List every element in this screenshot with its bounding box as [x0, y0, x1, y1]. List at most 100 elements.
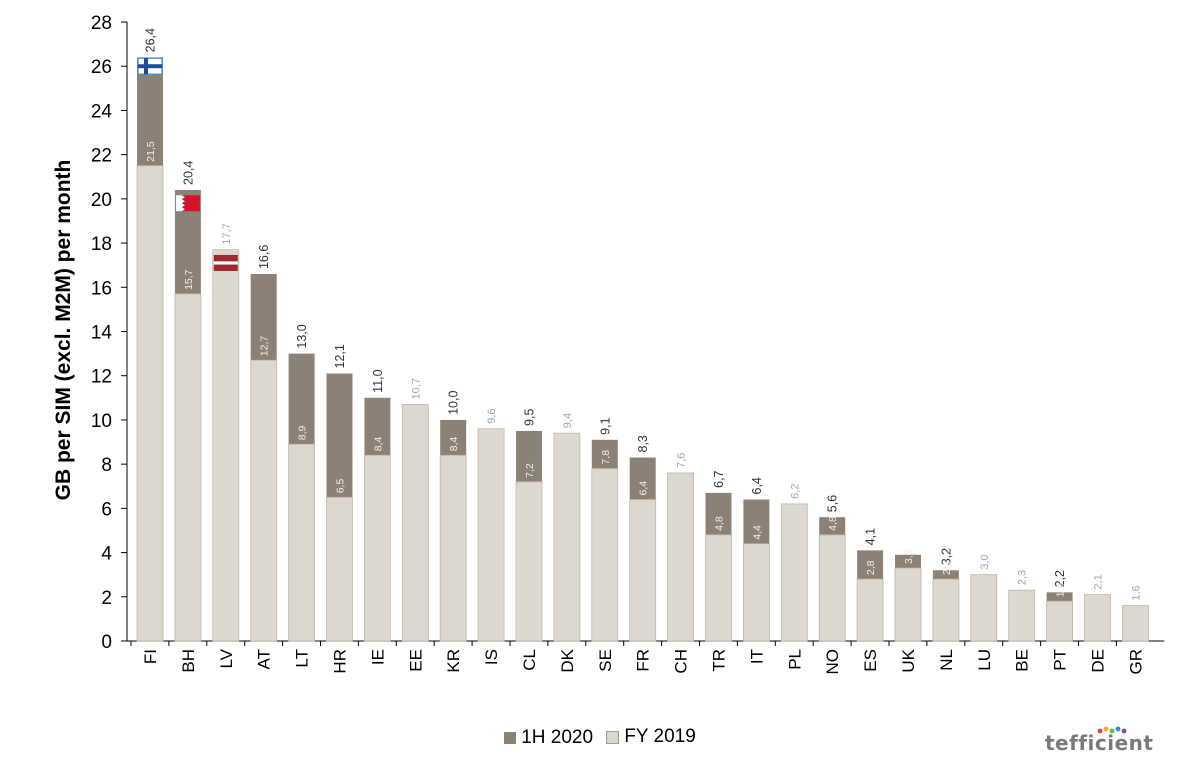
bar-fy2019-LT	[288, 443, 316, 642]
bar-fy2019-IS	[477, 428, 505, 642]
label-fy2019-NO: 4,8	[827, 516, 839, 531]
x-tick-label: BE	[1013, 649, 1032, 672]
x-tick-label: PL	[785, 649, 804, 670]
label-1h2020-KR: 10,0	[447, 391, 461, 415]
y-tick-label: 6	[101, 499, 112, 520]
bar-fy2019-KR	[439, 454, 467, 642]
bar-fy2019-BE	[1008, 589, 1036, 642]
label-fy2019-FR: 6,4	[638, 481, 650, 496]
brand-dot	[1121, 728, 1127, 734]
x-tick-label: IE	[368, 649, 387, 665]
label-fy2019-UK: 3,3	[903, 549, 915, 564]
bars	[136, 57, 1149, 642]
label-fy2019-CL: 7,2	[524, 463, 536, 478]
label-fy2019-PL: 6,2	[789, 484, 801, 499]
label-fy2019-CH: 7,6	[676, 453, 688, 468]
label-1h2020-FI: 26,4	[144, 28, 158, 52]
brand-dot	[1097, 728, 1103, 734]
bar-fy2019-FR	[629, 499, 657, 642]
label-fy2019-EE: 10,7	[410, 378, 422, 399]
x-tick-label: DK	[558, 648, 577, 672]
y-tick-label: 8	[101, 455, 112, 476]
bar-fy2019-IT	[743, 543, 770, 642]
x-tick-label: LU	[975, 649, 994, 671]
bar-fy2019-FI	[136, 165, 164, 642]
x-tick-label: IS	[482, 649, 501, 665]
label-1h2020-IT: 6,4	[750, 477, 764, 494]
x-tick-label: FI	[141, 649, 160, 664]
bar-fy2019-GR	[1122, 605, 1149, 642]
bar-fy2019-CL	[515, 481, 543, 642]
label-1h2020-AT: 16,6	[257, 245, 271, 269]
finland-flag-icon	[137, 57, 163, 75]
y-tick-label: 22	[91, 146, 112, 167]
bar-fy2019-NO	[818, 534, 846, 642]
x-tick-label: KR	[444, 649, 463, 673]
label-1h2020-TR: 6,7	[712, 470, 726, 487]
bahrain-flag-white	[175, 195, 185, 212]
brand-dot	[1115, 726, 1121, 732]
bar-fy2019-PL	[780, 503, 808, 642]
legend-label-fy2019: FY 2019	[624, 726, 696, 747]
label-fy2019-LV: 17,7	[221, 223, 233, 244]
brand-name: tefficient	[1045, 731, 1154, 755]
label-1h2020-IE: 11,0	[371, 369, 385, 392]
legend-label-1h2020: 1H 2020	[521, 726, 594, 748]
x-tick-label: CL	[520, 649, 539, 671]
bar-fy2019-UK	[894, 567, 922, 642]
y-tick-label: 4	[101, 544, 112, 565]
legend-item-1h2020: 1H 2020	[504, 727, 593, 749]
x-tick-label: LT	[293, 649, 312, 668]
label-fy2019-GR: 1,6	[1130, 585, 1142, 600]
y-tick-label: 26	[91, 57, 112, 78]
label-fy2019-BE: 2,3	[1017, 570, 1029, 585]
bar-fy2019-AT	[250, 359, 278, 642]
label-fy2019-DK: 9,4	[562, 413, 574, 428]
x-tick-label: NO	[823, 649, 842, 675]
label-fy2019-IE: 8,4	[372, 437, 384, 452]
label-1h2020-LT: 13,0	[295, 324, 309, 348]
x-tick-label: LV	[217, 648, 236, 668]
bahrain-flag-icon	[175, 195, 200, 212]
legend-swatch-fy2019	[606, 730, 620, 744]
label-fy2019-LU: 3,0	[979, 554, 991, 569]
label-1h2020-SE: 9,1	[598, 417, 612, 434]
bar-fy2019-DK	[553, 432, 581, 642]
x-tick-label: TR	[710, 649, 729, 672]
flag-icons	[137, 57, 238, 271]
x-tick-label: AT	[255, 649, 274, 669]
legend: 1H 2020 FY 2019	[0, 726, 1200, 750]
bar-fy2019-LV	[212, 249, 240, 642]
x-tick-label: BH	[179, 649, 198, 673]
bar-fy2019-PT	[1046, 600, 1073, 642]
label-fy2019-KR: 8,4	[448, 437, 460, 452]
bar-fy2019-IE	[363, 454, 391, 642]
bar-fy2019-LU	[970, 574, 998, 642]
x-tick-label: IT	[747, 649, 766, 664]
x-tick-label: FR	[634, 649, 653, 672]
label-fy2019-BH: 15,7	[183, 269, 195, 290]
label-fy2019-IS: 9,6	[486, 408, 498, 423]
x-tick-label: GR	[1126, 649, 1145, 675]
y-tick-label: 2	[101, 588, 112, 609]
latvia-flag-icon	[213, 254, 238, 271]
label-fy2019-FI: 21,5	[145, 141, 157, 162]
y-tick-label: 0	[101, 632, 112, 653]
label-1h2020-FR: 8,3	[636, 435, 650, 452]
label-fy2019-SE: 7,8	[600, 450, 612, 465]
x-tick-label: HR	[331, 649, 350, 674]
bar-fy2019-CH	[667, 472, 694, 642]
bar-fy2019-HR	[326, 496, 353, 642]
y-axis-title: GB per SIM (excl. M2M) per month	[52, 160, 75, 501]
legend-swatch-1h2020	[504, 731, 517, 744]
x-tick-label: NL	[937, 649, 956, 671]
label-1h2020-NL: 3,2	[939, 548, 953, 565]
y-tick-label: 10	[91, 411, 112, 432]
y-tick-label: 18	[91, 234, 112, 255]
bar-fy2019-ES	[856, 578, 884, 642]
y-tick-label: 24	[91, 101, 113, 122]
y-tick-label: 14	[91, 323, 113, 344]
bar-fy2019-NL	[932, 578, 960, 642]
label-fy2019-LT: 8,9	[297, 425, 309, 440]
